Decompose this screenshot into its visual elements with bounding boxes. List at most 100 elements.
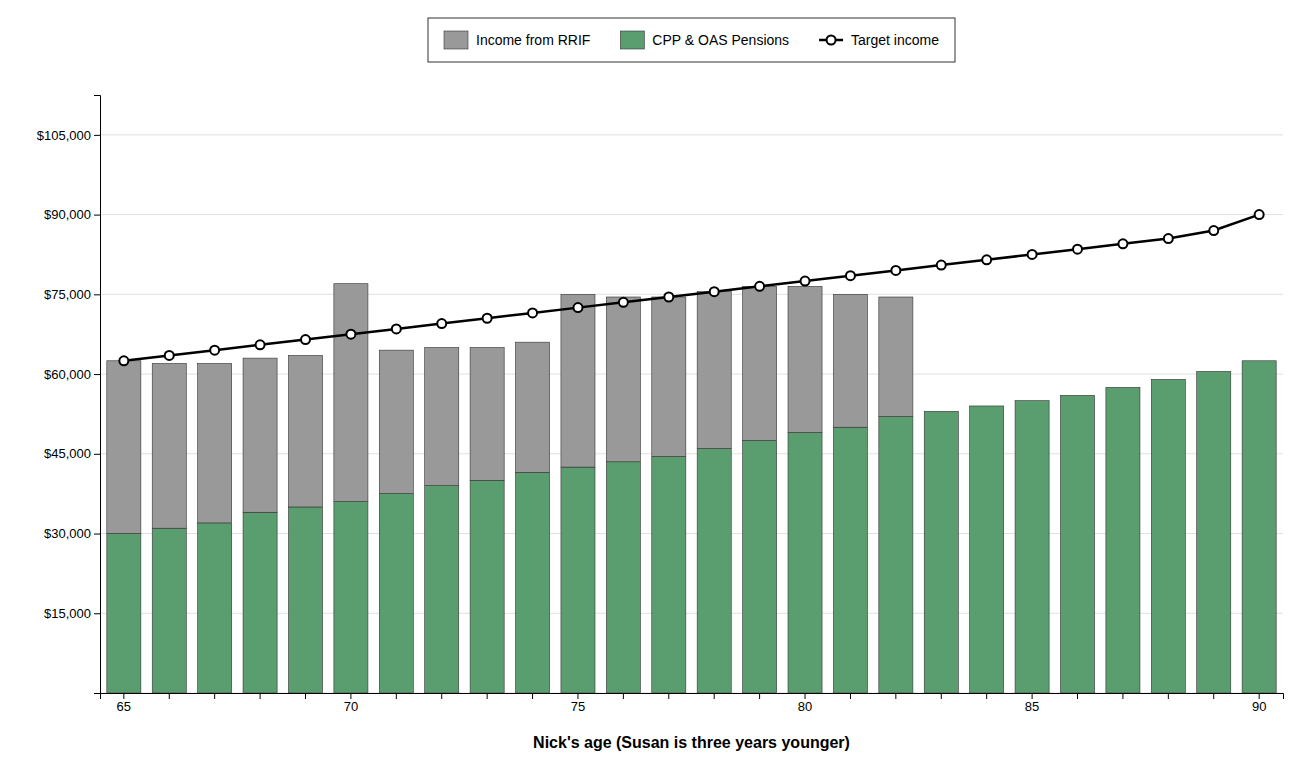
legend-item: Income from RRIF — [444, 31, 590, 49]
tick-mark — [94, 215, 100, 216]
bar — [470, 480, 504, 693]
legend-frame — [428, 18, 955, 62]
grid-line — [100, 134, 1283, 135]
legend: Income from RRIFCPP & OAS PensionsTarget… — [428, 18, 955, 62]
tick-mark — [94, 613, 100, 614]
tick-label: $45,000 — [44, 446, 91, 461]
bar — [833, 427, 867, 693]
bar — [243, 512, 277, 693]
bar — [1151, 379, 1185, 380]
bar — [288, 507, 322, 693]
tick-mark — [714, 693, 715, 699]
tick-mark — [94, 534, 100, 535]
tick: $60,000 — [44, 367, 100, 382]
tick-mark — [214, 693, 215, 699]
grid-line — [100, 374, 1283, 375]
plot-area — [107, 210, 1276, 693]
bar — [1106, 387, 1140, 693]
tick-label: 70 — [344, 699, 358, 714]
tick-mark — [94, 454, 100, 455]
legend-swatch — [827, 36, 836, 45]
grid-line — [100, 453, 1283, 454]
marker — [891, 266, 900, 275]
legend-item: CPP & OAS Pensions — [620, 31, 789, 49]
legend-swatch — [444, 31, 468, 49]
marker — [1209, 226, 1218, 235]
tick — [169, 693, 170, 699]
bar — [743, 441, 777, 693]
marker — [982, 255, 991, 264]
line — [124, 215, 1259, 361]
marker — [346, 330, 355, 339]
tick-mark — [986, 693, 987, 699]
tick-mark — [941, 693, 942, 699]
tick-mark — [396, 693, 397, 699]
tick — [396, 693, 397, 699]
tick-label: $75,000 — [44, 287, 91, 302]
tick-label: 90 — [1252, 699, 1266, 714]
bar — [379, 350, 413, 494]
tick — [1213, 693, 1214, 699]
tick — [986, 693, 987, 699]
marker — [256, 340, 265, 349]
bar — [697, 292, 731, 449]
bar — [516, 472, 550, 693]
marker — [801, 277, 810, 286]
tick-mark — [1213, 693, 1214, 699]
tick-label: $90,000 — [44, 207, 91, 222]
tick-mark — [668, 693, 669, 699]
bar — [470, 347, 504, 480]
bar — [788, 286, 822, 432]
bar — [288, 355, 322, 506]
tick-mark — [577, 693, 578, 699]
tick — [214, 693, 215, 699]
marker — [392, 324, 401, 333]
bar — [152, 363, 186, 528]
bar — [1015, 401, 1049, 693]
tick-mark — [169, 693, 170, 699]
legend-swatch — [620, 31, 644, 49]
tick: $45,000 — [44, 446, 100, 461]
bar — [561, 294, 595, 467]
tick-label: 75 — [571, 699, 585, 714]
bar — [1197, 371, 1231, 693]
tick — [1168, 693, 1169, 699]
bar — [107, 361, 141, 534]
marker — [710, 287, 719, 296]
tick-mark — [350, 693, 351, 699]
bar-series — [107, 284, 913, 534]
bar — [1106, 387, 1140, 388]
bar — [1151, 379, 1185, 693]
tick-mark — [1168, 693, 1169, 699]
x-axis-title: Nick's age (Susan is three years younger… — [533, 734, 850, 751]
marker — [846, 271, 855, 280]
tick: $30,000 — [44, 526, 100, 541]
chart: 657075808590$15,000$30,000$45,000$60,000… — [0, 0, 1313, 773]
bar — [425, 347, 459, 485]
marker — [755, 282, 764, 291]
bar-series — [107, 361, 1276, 693]
tick-mark — [94, 294, 100, 295]
tick-label: 80 — [798, 699, 812, 714]
tick-mark — [805, 693, 806, 699]
grid-line — [100, 214, 1283, 215]
bar — [697, 448, 731, 693]
tick-mark — [305, 693, 306, 699]
marker — [1255, 210, 1264, 219]
tick-mark — [532, 693, 533, 699]
tick: 75 — [571, 693, 585, 714]
axis-line — [101, 694, 1284, 700]
bar — [425, 486, 459, 693]
marker — [619, 298, 628, 307]
bar — [652, 297, 686, 456]
bar — [652, 456, 686, 693]
tick — [759, 693, 760, 699]
line-series — [119, 210, 1263, 365]
bar — [198, 523, 232, 693]
marker — [210, 346, 219, 355]
tick — [94, 693, 100, 694]
bar — [924, 411, 958, 693]
axis-line — [94, 96, 101, 694]
marker — [1164, 234, 1173, 243]
x-axis: 657075808590 — [101, 693, 1284, 714]
